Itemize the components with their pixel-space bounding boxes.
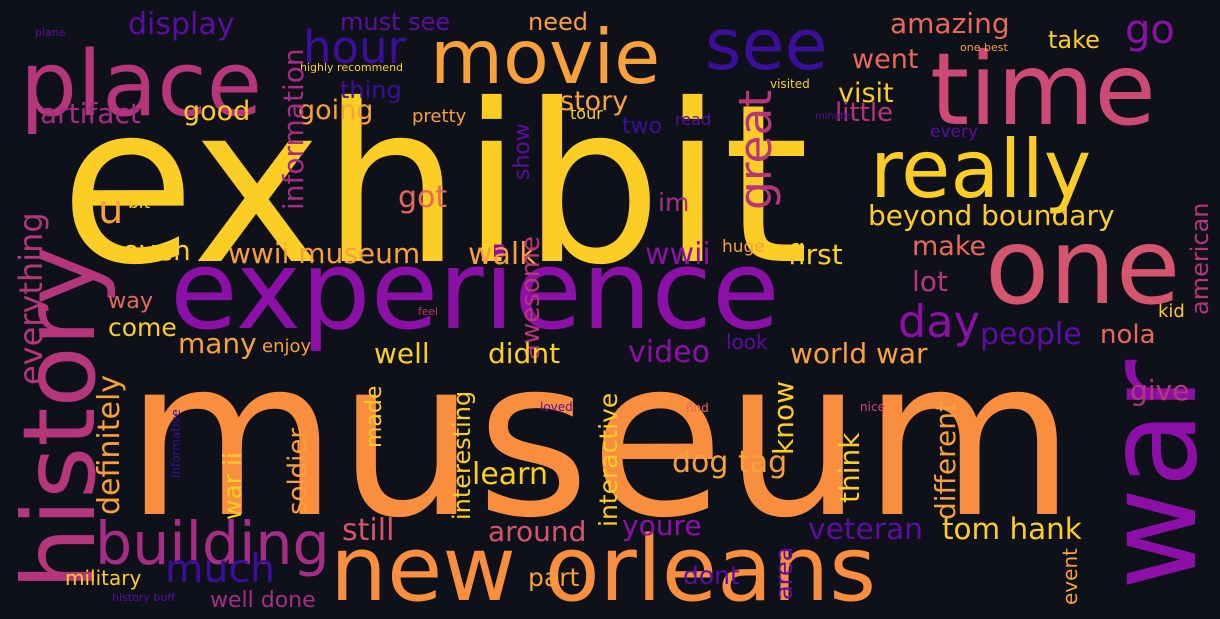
word-got: got [398, 180, 448, 215]
word-time: time [930, 31, 1156, 148]
word-see: see [705, 4, 828, 86]
word-tour: tour [570, 104, 603, 123]
word-pretty: pretty [412, 106, 467, 127]
word-make: make [912, 231, 987, 262]
word-show: show [510, 123, 535, 180]
word-interactive: interactive [594, 392, 623, 527]
word-information: information [277, 48, 310, 210]
word-come: come [108, 313, 177, 342]
word-definitely: definitely [92, 374, 127, 515]
word-kid: kid [1158, 301, 1185, 322]
word-one-best: one best [960, 41, 1008, 54]
word-youre: youre [622, 509, 702, 542]
word-place: place [20, 32, 263, 137]
word-history-buff: history buff [112, 591, 175, 604]
word-building: building [95, 510, 330, 578]
word-minute: minute [815, 111, 851, 122]
word-display: display [128, 7, 235, 42]
word-tom-hank: tom hank [942, 512, 1082, 546]
word-nola: nola [1100, 320, 1156, 350]
word-im: im [658, 188, 690, 217]
word-walk: walk [468, 237, 537, 272]
word-bit: bit [128, 193, 151, 213]
word-still: still [342, 513, 395, 548]
word-didnt: didnt [488, 337, 561, 370]
word-dog-tag: dog tag [672, 445, 788, 480]
word-every: every [930, 122, 979, 142]
word-wwii: wwii [645, 237, 711, 272]
word-lot: lot [912, 265, 948, 298]
word-hour: hour [303, 21, 407, 74]
word-experience: experience [170, 226, 780, 354]
word-enjoy: enjoy [262, 336, 312, 357]
word-beyond-boundary: beyond boundary [868, 199, 1115, 232]
word-think: think [833, 432, 866, 503]
word-well-done: well done [210, 588, 316, 613]
word-thing: thing [340, 76, 402, 104]
word-event: event [1058, 548, 1082, 605]
word-give: give [1130, 374, 1190, 407]
word-war-ii: war ii [218, 452, 247, 520]
word-exhibit: exhibit [60, 57, 810, 313]
word-interesting: interesting [448, 390, 476, 520]
word-even: even [122, 234, 191, 267]
word-great: great [729, 89, 782, 210]
word-veteran: veteran [808, 512, 924, 547]
word-u: u [98, 187, 124, 233]
word-highly-recommend: highly recommend [300, 61, 404, 74]
word-different: different [929, 401, 962, 520]
word-look: look [726, 330, 768, 354]
word-amazing: amazing [890, 7, 1010, 40]
word-wwii-museum: wwii museum [228, 237, 421, 270]
word-military: military [65, 566, 142, 590]
word-people: people [980, 317, 1082, 352]
word-soldier: soldier [283, 427, 313, 515]
word-feel: feel [418, 305, 438, 318]
word-much: much [165, 546, 276, 592]
word-find: find [686, 401, 709, 415]
word-went: went [852, 44, 919, 75]
word-learn: learn [472, 457, 548, 492]
word-movie: movie [430, 13, 661, 101]
word-video: video [628, 335, 710, 370]
word-area: area [770, 546, 798, 600]
word-two: two [622, 114, 663, 139]
word-go: go [1125, 7, 1175, 53]
word-new-orleans: new orleans [330, 517, 877, 619]
word-really: really [870, 123, 1092, 216]
word-part: part [528, 563, 580, 592]
word-need: need [528, 8, 588, 36]
word-artifact: artifact [40, 97, 141, 130]
word-little: little [835, 98, 894, 128]
word-good: good [183, 96, 251, 127]
word-huge: huge [722, 237, 765, 257]
word-nice: nice [860, 400, 885, 414]
word-read: read [675, 110, 712, 129]
word-going: going [298, 95, 374, 126]
word-dont: dont [683, 561, 740, 590]
word-everything: everything [12, 212, 50, 385]
word-one: one [985, 206, 1181, 328]
word-museum: museum [125, 311, 1076, 566]
word-know: know [767, 381, 800, 455]
word-informative: informative [169, 409, 183, 478]
word-loved: loved [540, 400, 573, 414]
word-well: well [374, 337, 430, 370]
word-take: take [1048, 26, 1100, 54]
word-must-see: must see [340, 8, 451, 36]
word-visited: visited [770, 77, 810, 91]
word-first: first [788, 238, 843, 271]
word-visit: visit [838, 78, 894, 109]
word-way: way [108, 288, 154, 314]
word-american: american [1186, 202, 1214, 316]
word-plane: plane [35, 26, 66, 39]
word-many: many [178, 327, 257, 360]
word-world-war: world war [790, 337, 928, 370]
word-day: day [898, 296, 980, 348]
word-story: story [560, 86, 629, 117]
word-around: around [488, 515, 587, 548]
word-made: made [362, 385, 387, 448]
